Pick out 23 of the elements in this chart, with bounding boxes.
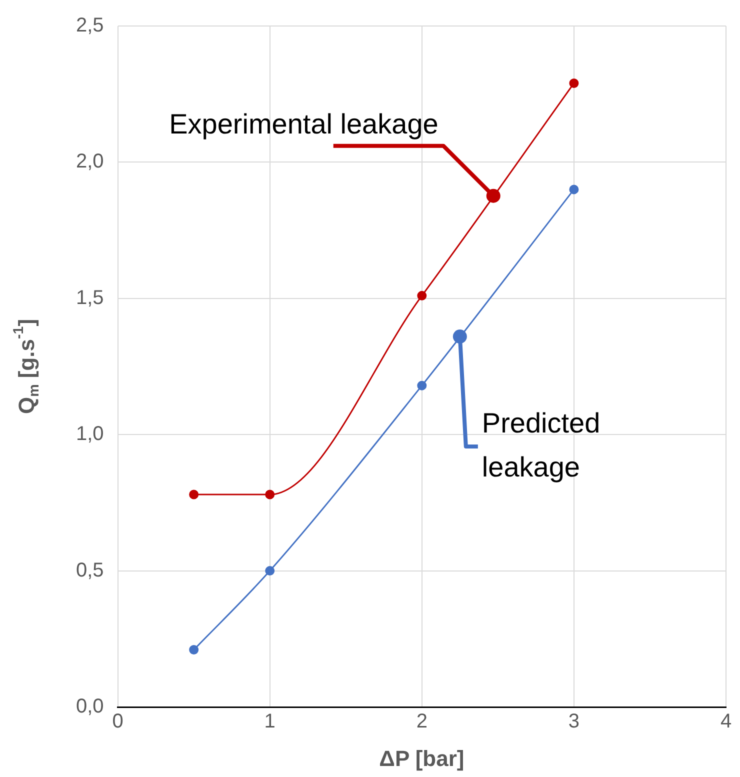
y-tick-label: 1,5 xyxy=(76,286,104,309)
point xyxy=(189,490,199,500)
x-tick-label: 0 xyxy=(112,710,124,733)
y-axis-title: Qm [g.s-1] xyxy=(11,318,43,414)
x-tick-label: 4 xyxy=(720,710,732,733)
text: Experimental leakage xyxy=(169,108,438,140)
y-tick-label: 0,0 xyxy=(76,696,104,718)
y-tick-label: 1,0 xyxy=(76,423,104,446)
point xyxy=(417,290,427,300)
x-tick-label: 1 xyxy=(264,710,276,733)
x-axis-title: ΔP [bar] xyxy=(379,746,464,772)
y-tick-label: 2,0 xyxy=(76,150,104,173)
point xyxy=(189,645,199,655)
x-tick-label: 3 xyxy=(568,710,580,733)
text: Predicted leakage xyxy=(482,407,600,482)
point xyxy=(417,380,427,390)
point xyxy=(265,490,275,500)
y-tick-label: 0,5 xyxy=(76,559,104,582)
point xyxy=(569,78,579,88)
point xyxy=(569,184,579,194)
x-tick-label: 2 xyxy=(416,710,428,733)
y-tick-label: 2,5 xyxy=(76,14,104,37)
point xyxy=(265,566,275,576)
